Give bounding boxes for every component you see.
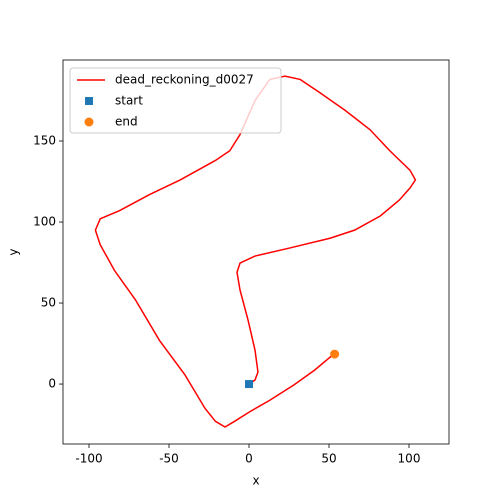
y-axis-label: y [7,248,21,255]
legend-box [69,67,282,134]
x-tick-label: 50 [321,452,336,466]
legend-label: start [115,94,143,108]
end-marker [330,349,340,359]
legend-label: dead_reckoning_d0027 [115,73,254,87]
axes-frame [62,59,450,445]
start-marker [245,380,253,389]
y-tick-label: 0 [48,377,56,391]
x-axis-label: x [252,474,259,488]
x-tick-label: -100 [75,452,102,466]
legend-label: end [115,115,138,129]
legend-circle [84,117,94,127]
x-tick-label: 0 [245,452,253,466]
x-tick-label: -50 [159,452,179,466]
legend-square [85,97,93,105]
x-tick-label: 100 [398,452,421,466]
y-tick-label: 100 [33,215,56,229]
y-tick-label: 150 [33,134,56,148]
y-tick-label: 50 [41,296,56,310]
